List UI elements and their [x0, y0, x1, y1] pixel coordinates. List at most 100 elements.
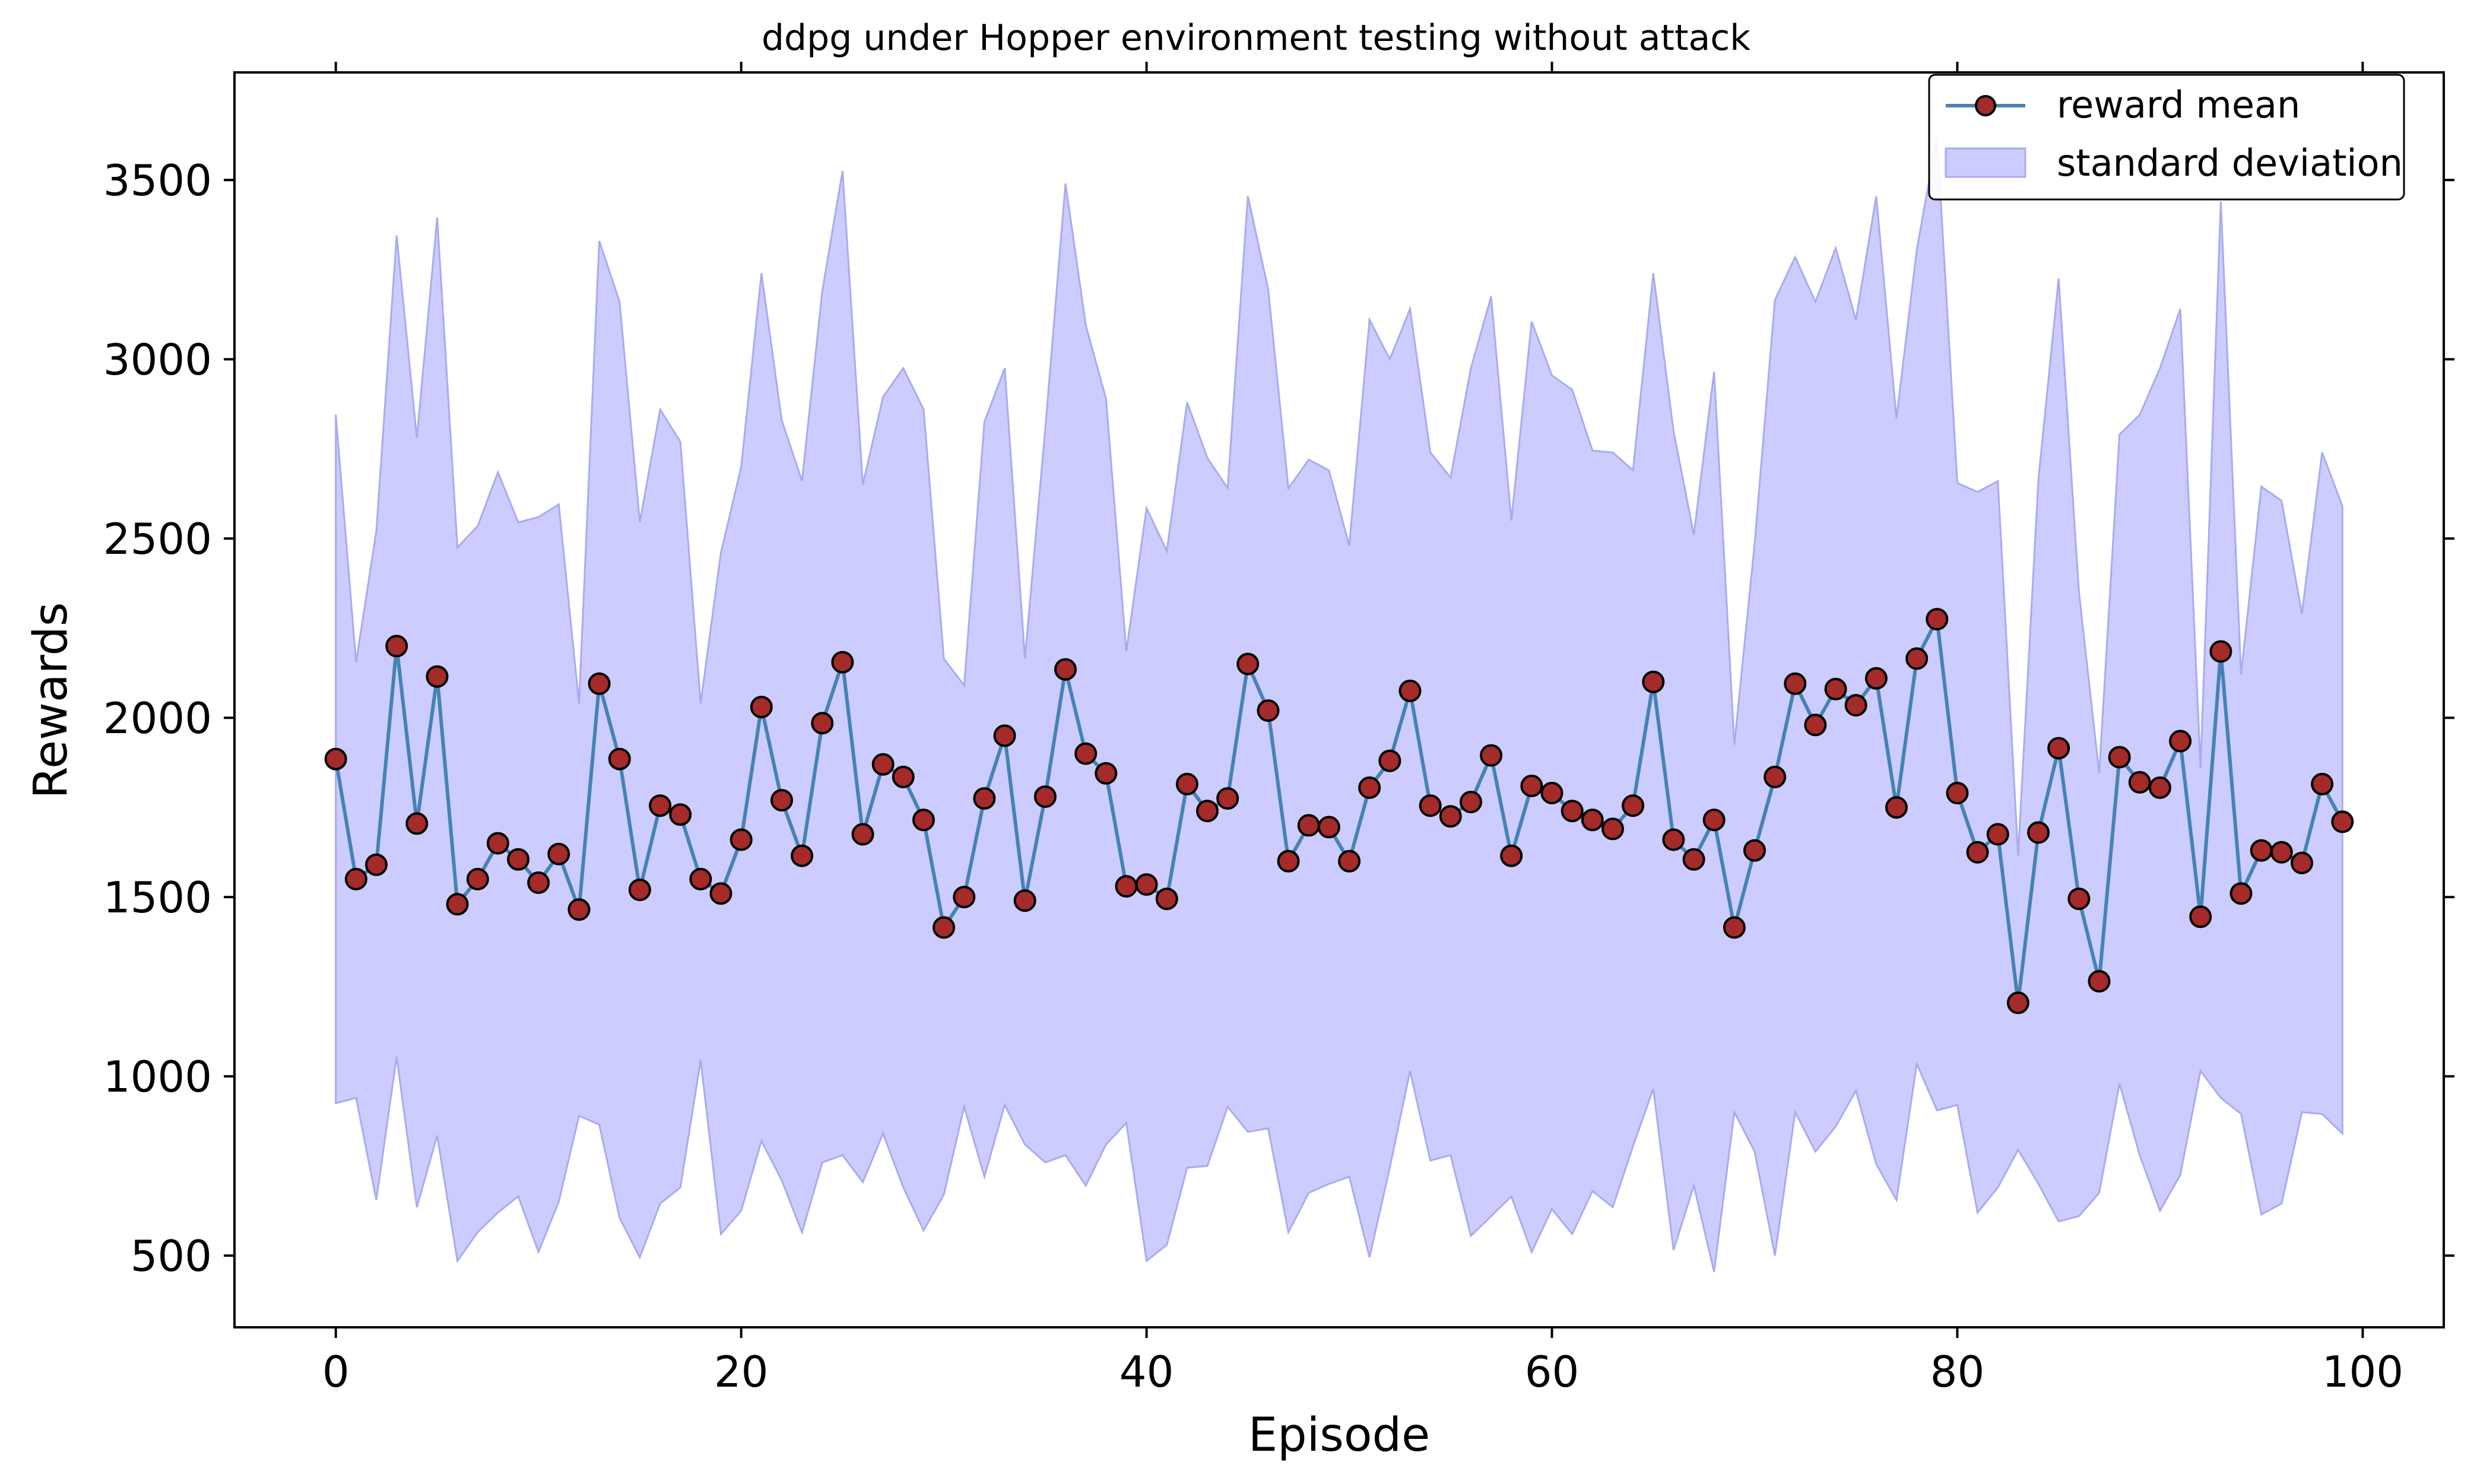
y-tick-label: 2000 [103, 693, 212, 743]
data-point [1561, 800, 1584, 823]
x-tick-label: 80 [1930, 1347, 1985, 1397]
y-axis-label: Rewards [24, 602, 78, 798]
data-point [1013, 889, 1036, 912]
data-point [1723, 916, 1746, 939]
data-point [344, 868, 367, 890]
data-point [831, 651, 854, 674]
data-point [1033, 785, 1057, 808]
data-point [1115, 875, 1138, 898]
data-point [1844, 694, 1867, 717]
data-point [750, 696, 773, 719]
data-point [1946, 782, 1969, 804]
std-band [335, 137, 2343, 1272]
data-point [892, 765, 915, 788]
data-point [1480, 744, 1503, 767]
marker-layer [324, 608, 2354, 1014]
data-point [1622, 794, 1645, 817]
data-point [588, 672, 611, 695]
data-point [1784, 672, 1807, 695]
x-tick-label: 40 [1119, 1347, 1174, 1397]
data-point [1581, 808, 1604, 832]
data-point [871, 753, 895, 776]
data-point [1419, 794, 1442, 817]
data-point [1135, 873, 1158, 896]
y-tick-label: 3000 [103, 335, 212, 385]
data-point [2250, 839, 2273, 862]
data-point [2331, 810, 2354, 833]
data-point [1358, 776, 1381, 799]
data-point [2189, 905, 2212, 928]
data-point [2291, 851, 2313, 874]
data-point [689, 868, 712, 890]
data-point [770, 789, 793, 812]
data-point [567, 898, 591, 921]
data-point [446, 893, 469, 916]
data-point [1439, 805, 1462, 828]
data-point [709, 882, 732, 905]
legend: reward mean standard deviation [1928, 74, 2405, 201]
data-point [2047, 737, 2070, 760]
legend-box [1928, 74, 2405, 201]
data-point [365, 853, 388, 876]
data-point [385, 635, 408, 658]
data-point [912, 808, 935, 832]
data-point [1682, 848, 1705, 871]
data-point [933, 916, 956, 939]
data-point [405, 812, 429, 835]
data-point [1277, 849, 1300, 873]
plot-area [324, 137, 2354, 1272]
data-point [1702, 808, 1726, 832]
data-point [1824, 677, 1847, 700]
data-point [1460, 791, 1482, 814]
data-point [1540, 782, 1563, 804]
data-point [1297, 814, 1320, 837]
data-point [851, 823, 874, 846]
data-point [2006, 991, 2029, 1014]
data-point [547, 842, 570, 865]
data-point [2128, 770, 2151, 794]
data-point [527, 871, 550, 894]
data-point [1966, 841, 1989, 864]
data-point [1601, 817, 1624, 841]
data-point [811, 712, 834, 735]
data-point [1986, 823, 2009, 846]
data-point [628, 879, 651, 902]
y-tick-label: 3500 [103, 156, 212, 205]
data-point [2209, 640, 2232, 663]
x-tick-label: 0 [322, 1347, 350, 1397]
std-band-layer [335, 137, 2343, 1272]
data-point [730, 828, 753, 851]
data-point [1095, 762, 1118, 785]
data-point [1175, 772, 1198, 795]
y-axis: 500 1000 1500 2000 2500 3000 3500 [103, 156, 2454, 1281]
chart-title: ddpg under Hopper environment testing wi… [762, 17, 1750, 59]
data-point [1074, 742, 1098, 765]
x-tick-label: 20 [714, 1347, 769, 1397]
legend-label-mean: reward mean [2057, 83, 2300, 126]
x-tick-label: 100 [2322, 1347, 2403, 1397]
data-point [426, 665, 449, 688]
x-axis: 0 20 40 60 80 100 [322, 62, 2403, 1397]
data-point [1864, 667, 1888, 690]
data-point [2270, 841, 2293, 864]
x-tick-label: 60 [1525, 1347, 1580, 1397]
data-point [1642, 670, 1665, 693]
data-point [1054, 658, 1077, 681]
data-point [2311, 772, 2334, 795]
data-point [507, 848, 530, 871]
data-point [669, 803, 692, 826]
data-point [1926, 608, 1949, 631]
data-point [1196, 800, 1219, 823]
data-point [1398, 679, 1422, 702]
x-axis-label: Episode [1248, 1409, 1430, 1462]
data-point [486, 832, 509, 855]
data-point [2067, 887, 2091, 911]
y-tick-label: 500 [131, 1231, 212, 1281]
data-point [1155, 887, 1178, 911]
y-tick-label: 1000 [103, 1052, 212, 1102]
legend-marker-swatch [1975, 95, 1996, 116]
data-point [649, 794, 672, 817]
data-point [1743, 839, 1766, 862]
data-point [1317, 816, 1340, 839]
